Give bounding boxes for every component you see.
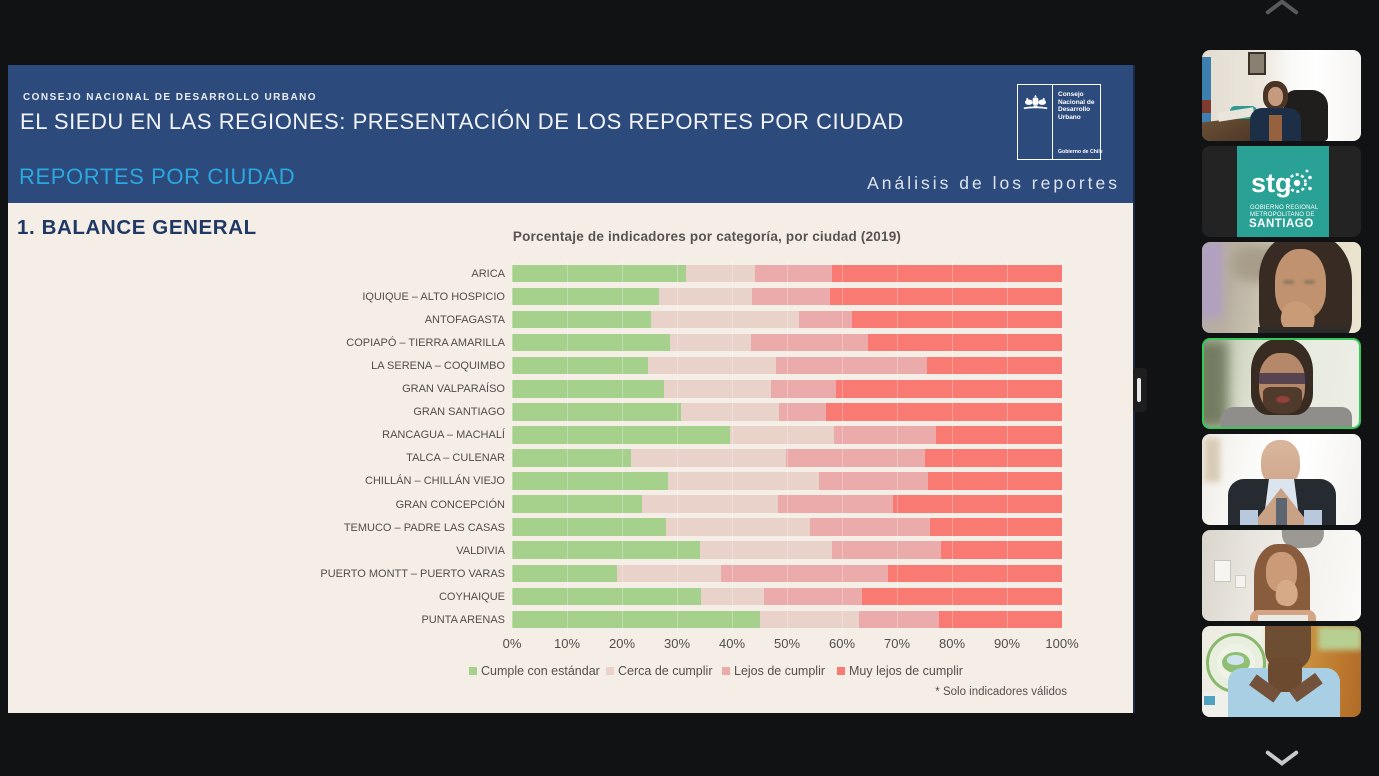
svg-text:stg: stg <box>1251 168 1292 198</box>
svg-text:GOBIERNO REGIONAL: GOBIERNO REGIONAL <box>1250 205 1319 211</box>
svg-text:SANTIAGO: SANTIAGO <box>1249 218 1314 230</box>
svg-text:METROPOLITANO DE: METROPOLITANO DE <box>1250 212 1315 218</box>
